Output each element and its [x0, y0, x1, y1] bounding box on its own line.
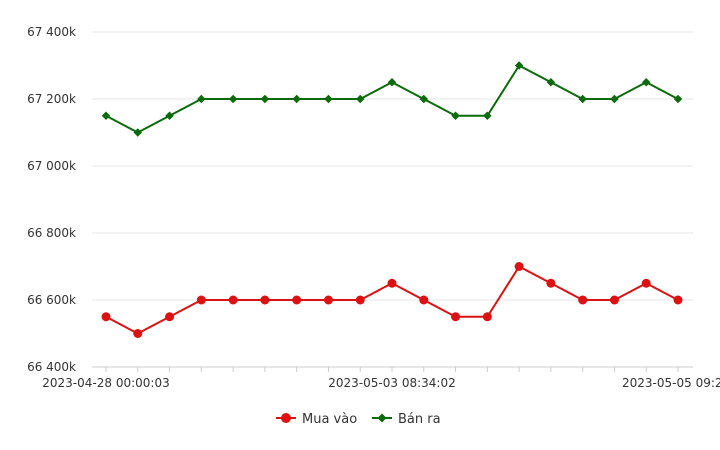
data-point[interactable] [546, 78, 556, 87]
y-tick-label: 67 400k [27, 25, 76, 39]
y-tick-label: 66 600k [27, 293, 76, 307]
data-point[interactable] [610, 94, 619, 104]
data-point[interactable] [228, 295, 238, 305]
data-point[interactable] [387, 78, 397, 87]
y-tick-label: 67 000k [27, 159, 76, 173]
series-1 [101, 61, 683, 137]
data-point[interactable] [387, 278, 397, 288]
data-point[interactable] [133, 128, 142, 137]
y-tick-label: 66 400k [27, 360, 76, 374]
data-point[interactable] [451, 111, 460, 120]
data-point[interactable] [133, 329, 143, 338]
data-point[interactable] [673, 94, 683, 104]
data-point[interactable] [355, 295, 365, 305]
y-tick-label: 67 200k [27, 92, 76, 106]
legend-item[interactable]: Bán ra [372, 412, 441, 427]
series-group [101, 61, 683, 338]
data-point[interactable] [323, 295, 333, 305]
data-point[interactable] [197, 94, 206, 104]
x-tick-label: 2023-05-05 09:2... [622, 376, 720, 390]
gridlines [92, 31, 693, 368]
series-0 [101, 262, 683, 338]
data-point[interactable] [673, 295, 683, 305]
data-point[interactable] [514, 262, 524, 271]
data-point[interactable] [196, 295, 206, 305]
data-point[interactable] [546, 278, 556, 288]
legend-marker [281, 413, 291, 423]
data-point[interactable] [514, 61, 524, 70]
legend: Mua vào Bán ra [276, 412, 441, 427]
data-point[interactable] [292, 94, 301, 104]
data-point[interactable] [165, 312, 175, 322]
x-tick-label: 2023-05-03 08:34:02 [328, 376, 455, 390]
data-point[interactable] [578, 295, 588, 305]
data-point[interactable] [483, 111, 492, 120]
data-point[interactable] [642, 78, 651, 87]
y-tick-label: 66 800k [27, 226, 76, 240]
data-point[interactable] [165, 111, 174, 120]
data-point[interactable] [609, 295, 619, 305]
data-point[interactable] [260, 295, 270, 305]
data-point[interactable] [292, 295, 302, 305]
data-point[interactable] [356, 94, 365, 104]
data-point[interactable] [260, 94, 270, 104]
x-tick-label: 2023-04-28 00:00:03 [42, 376, 169, 390]
data-point[interactable] [419, 94, 428, 104]
axes: 66 400k 66 600k 66 800k 67 000k 67 200k 67 40… [27, 25, 720, 390]
data-point[interactable] [419, 295, 429, 305]
data-point[interactable] [324, 94, 333, 104]
legend-marker [377, 413, 387, 423]
data-point[interactable] [641, 278, 651, 288]
data-point[interactable] [101, 312, 111, 322]
data-point[interactable] [482, 312, 492, 322]
legend-label: Mua vào [302, 412, 357, 427]
legend-label: Bán ra [398, 412, 441, 427]
data-point[interactable] [451, 312, 461, 322]
data-point[interactable] [101, 111, 111, 120]
data-point[interactable] [228, 94, 238, 104]
legend-item[interactable]: Mua vào [276, 412, 357, 427]
data-point[interactable] [578, 94, 587, 104]
